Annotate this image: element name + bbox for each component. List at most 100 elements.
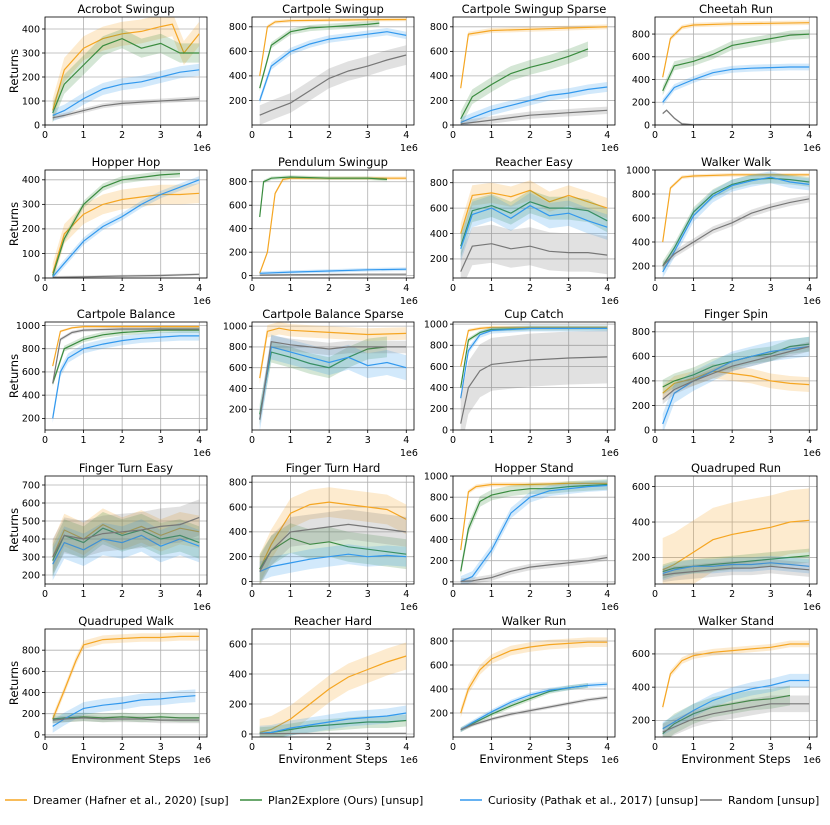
band-dreamer bbox=[460, 481, 608, 553]
x-tick-label: 3 bbox=[768, 130, 774, 141]
y-tick-label: 200 bbox=[229, 247, 247, 258]
x-tick-label: 1 bbox=[288, 283, 294, 294]
x-tick-label: 3 bbox=[566, 435, 572, 446]
band-random bbox=[460, 554, 608, 584]
panel-quadruped-run: 0 1 2 3 4 200 400 600 1e6 Quadruped Run bbox=[632, 461, 821, 613]
line-curiosity bbox=[52, 69, 200, 116]
x-multiplier: 1e6 bbox=[400, 755, 418, 766]
x-tick-label: 0 bbox=[249, 742, 255, 753]
x-tick-label: 4 bbox=[806, 742, 812, 753]
x-multiplier: 1e6 bbox=[803, 448, 821, 459]
y-tick-label: 200 bbox=[22, 224, 40, 235]
band-p2e bbox=[259, 714, 407, 737]
band-random bbox=[460, 330, 608, 430]
band-random bbox=[460, 106, 608, 125]
x-tick-label: 0 bbox=[249, 589, 255, 600]
y-tick-label: 600 bbox=[632, 482, 650, 493]
x-multiplier: 1e6 bbox=[803, 143, 821, 154]
y-tick-label: 200 bbox=[632, 98, 650, 109]
x-multiplier: 1e6 bbox=[400, 602, 418, 613]
line-curiosity bbox=[662, 562, 810, 574]
y-tick-label: 0 bbox=[34, 730, 40, 741]
x-multiplier: 1e6 bbox=[193, 448, 211, 459]
band-dreamer bbox=[662, 363, 810, 401]
line-random bbox=[259, 341, 407, 420]
x-tick-label: 0 bbox=[450, 435, 456, 446]
line-random bbox=[662, 703, 810, 733]
line-curiosity bbox=[662, 176, 810, 273]
y-tick-label: 600 bbox=[430, 514, 448, 525]
panel-walker-walk: 0 1 2 3 4 200 400 600 800 1000 1e6 Walker Walk bbox=[626, 155, 821, 307]
panel-cartpole-swingup-sparse: 0 1 2 3 4 0 200 400 600 800 1e6 Cartpole Swingup Sp… bbox=[430, 2, 619, 154]
x-tick-label: 3 bbox=[158, 130, 164, 141]
x-tick-label: 4 bbox=[196, 435, 202, 446]
band-p2e bbox=[662, 29, 810, 96]
x-tick-label: 0 bbox=[249, 283, 255, 294]
y-tick-label: 400 bbox=[632, 237, 650, 248]
x-tick-label: 1 bbox=[288, 435, 294, 446]
axes-frame bbox=[251, 321, 415, 431]
x-tick-label: 0 bbox=[652, 589, 658, 600]
x-tick-label: 0 bbox=[652, 130, 658, 141]
line-random bbox=[460, 109, 608, 125]
x-tick-label: 2 bbox=[729, 283, 735, 294]
x-tick-label: 1 bbox=[489, 742, 495, 753]
x-tick-label: 0 bbox=[450, 742, 456, 753]
x-tick-label: 0 bbox=[42, 742, 48, 753]
band-dreamer bbox=[259, 176, 407, 276]
y-tick-label: 800 bbox=[229, 177, 247, 188]
line-curiosity bbox=[259, 712, 407, 734]
x-tick-label: 2 bbox=[119, 130, 125, 141]
axes-frame bbox=[452, 628, 616, 738]
panel-title: Reacher Easy bbox=[495, 155, 573, 169]
line-random bbox=[460, 356, 608, 424]
line-p2e bbox=[52, 329, 200, 384]
panel-hopper-stand: 0 1 2 3 4 0 200 400 600 800 1000 1e6 Hopper Stand bbox=[424, 461, 619, 613]
band-p2e bbox=[460, 479, 608, 577]
line-dreamer bbox=[52, 523, 200, 558]
x-axis-label: Environment Steps bbox=[71, 752, 180, 766]
y-tick-label: 600 bbox=[22, 367, 40, 378]
x-tick-label: 3 bbox=[158, 435, 164, 446]
x-tick-label: 4 bbox=[196, 589, 202, 600]
x-multiplier: 1e6 bbox=[400, 143, 418, 154]
x-tick-label: 2 bbox=[527, 589, 533, 600]
band-curiosity bbox=[52, 63, 200, 122]
x-multiplier: 1e6 bbox=[400, 296, 418, 307]
line-curiosity bbox=[662, 345, 810, 425]
band-curiosity bbox=[259, 334, 407, 430]
y-tick-label: 200 bbox=[632, 261, 650, 272]
x-tick-label: 3 bbox=[768, 742, 774, 753]
y-tick-label: 0 bbox=[644, 425, 650, 436]
axes-frame bbox=[654, 628, 818, 738]
x-tick-label: 1 bbox=[691, 130, 697, 141]
line-dreamer bbox=[662, 22, 810, 78]
x-tick-label: 2 bbox=[326, 589, 332, 600]
x-tick-label: 3 bbox=[158, 283, 164, 294]
line-dreamer bbox=[259, 655, 407, 734]
line-p2e bbox=[460, 483, 608, 572]
panel-title: Cartpole Swingup Sparse bbox=[462, 2, 607, 16]
line-dreamer bbox=[460, 26, 608, 89]
x-multiplier: 1e6 bbox=[193, 296, 211, 307]
axes-frame bbox=[654, 321, 818, 431]
axes-frame bbox=[251, 169, 415, 279]
legend-label: Curiosity (Pathak et al., 2017) [unsup] bbox=[488, 794, 698, 807]
x-tick-label: 3 bbox=[158, 742, 164, 753]
x-tick-label: 4 bbox=[403, 283, 409, 294]
x-tick-label: 2 bbox=[729, 130, 735, 141]
band-curiosity bbox=[52, 331, 200, 423]
axes-frame bbox=[452, 321, 616, 431]
x-tick-label: 3 bbox=[768, 589, 774, 600]
legend: Dreamer (Hafner et al., 2020) [sup] Plan2… bbox=[5, 794, 819, 807]
line-p2e bbox=[259, 22, 380, 89]
y-tick-label: 800 bbox=[229, 342, 247, 353]
x-tick-label: 3 bbox=[566, 589, 572, 600]
line-curiosity bbox=[662, 66, 810, 103]
line-random bbox=[460, 696, 608, 731]
panel-title: Cartpole Swingup bbox=[282, 2, 384, 16]
x-tick-label: 1 bbox=[81, 435, 87, 446]
line-curiosity bbox=[460, 683, 608, 731]
y-tick-label: 1000 bbox=[424, 319, 448, 330]
panel-cartpole-balance-sparse: 0 1 2 3 4 200 400 600 800 1000 1e6 Cartpole Balance… bbox=[223, 307, 418, 459]
